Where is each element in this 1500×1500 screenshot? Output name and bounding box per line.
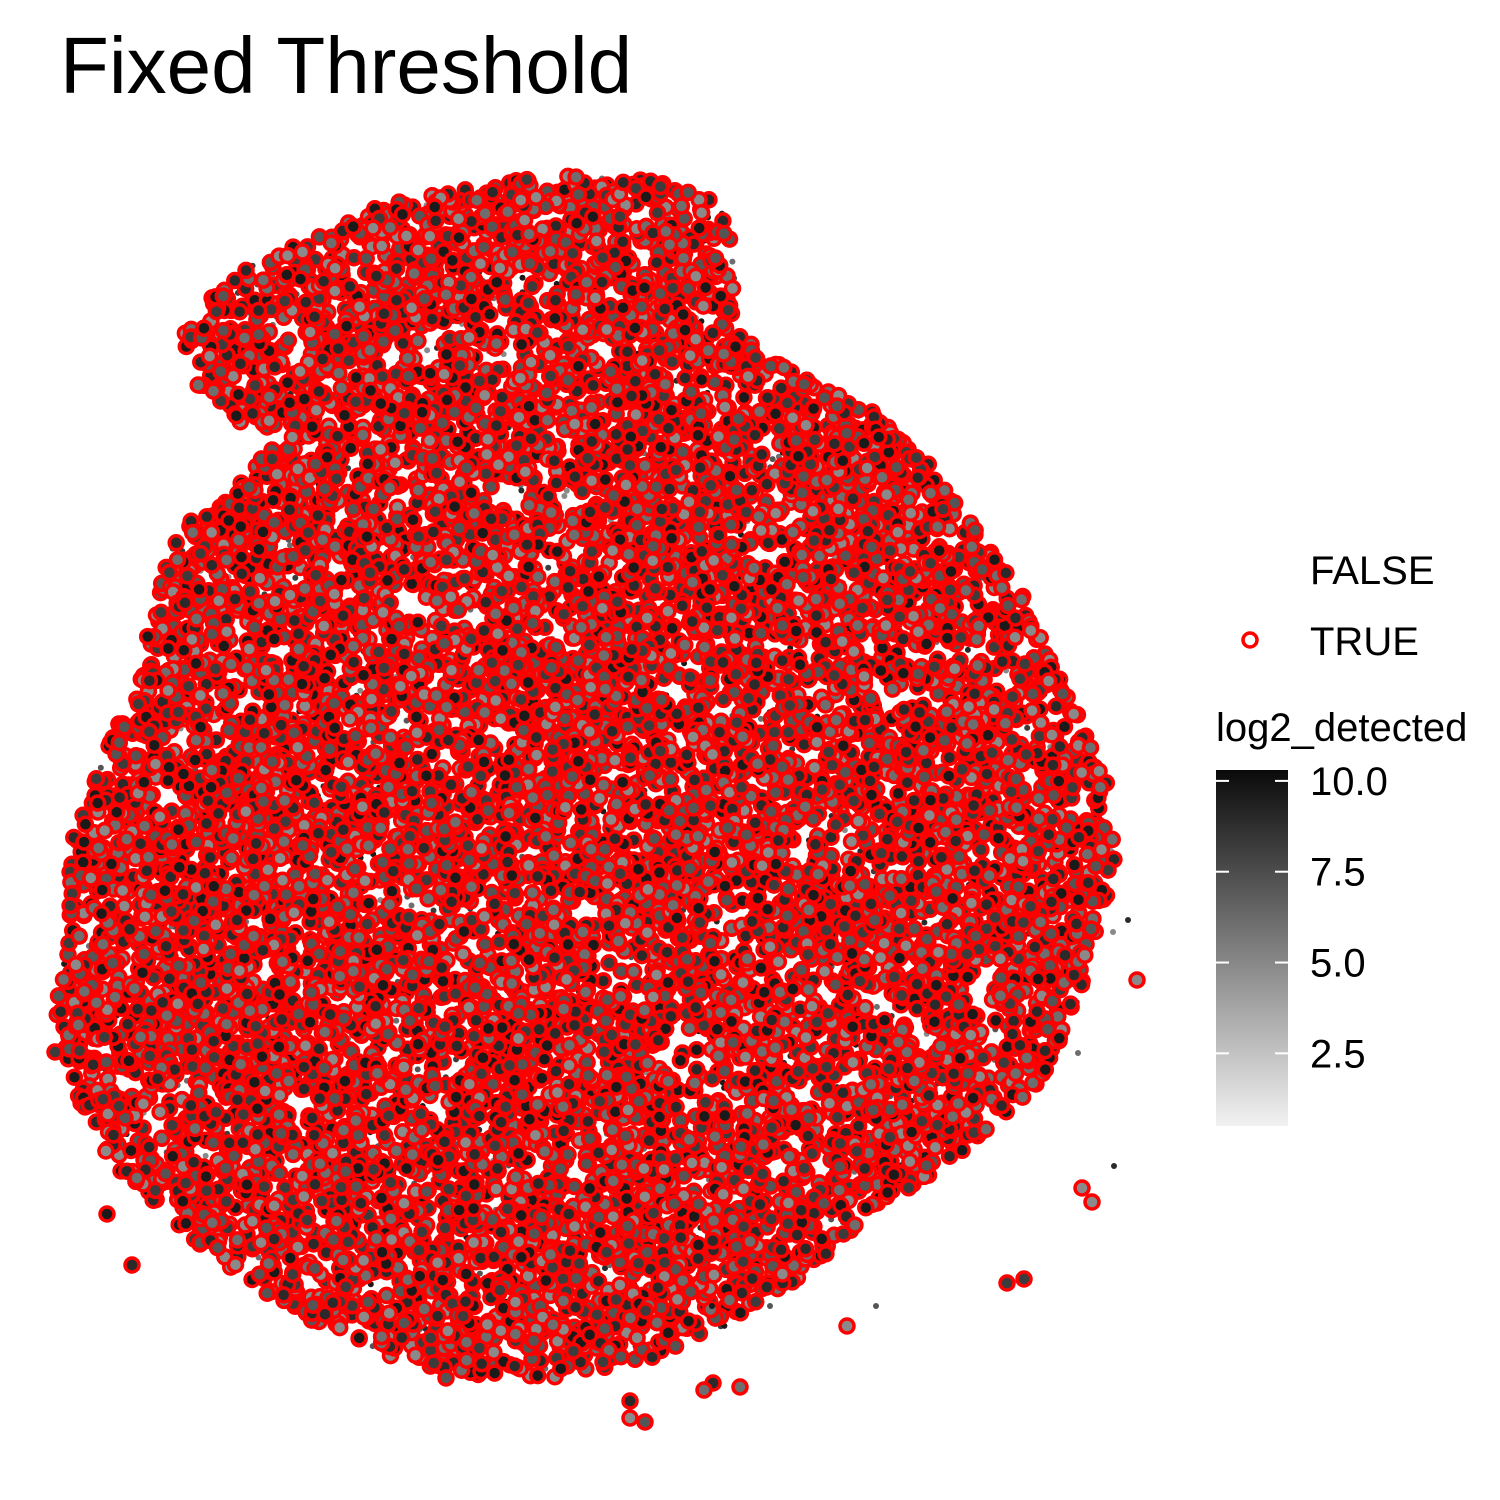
point [97,764,104,771]
point [545,564,552,571]
point [757,715,764,722]
point-flagged [490,933,508,951]
point [602,1265,608,1272]
point [424,347,431,354]
point [1024,724,1031,731]
point [414,1066,421,1073]
point [873,1003,880,1010]
point [292,574,299,581]
chart-title: Fixed Threshold [60,21,633,110]
point [921,919,928,926]
scatter-points [46,167,1146,1431]
point-flagged [476,935,494,954]
point [964,646,971,653]
point [563,487,570,494]
point [729,258,736,265]
point [519,274,526,281]
point [408,902,415,909]
point-flagged [167,534,185,552]
point [393,1017,400,1024]
point [287,542,293,549]
point [561,493,568,499]
point [430,907,437,914]
point [769,456,776,463]
point-flagged [436,1219,454,1237]
point-flagged [909,852,928,871]
point-flagged [687,1041,706,1059]
point [357,687,364,694]
point [518,487,525,494]
point-flagged [65,1068,84,1086]
point [202,1152,209,1159]
